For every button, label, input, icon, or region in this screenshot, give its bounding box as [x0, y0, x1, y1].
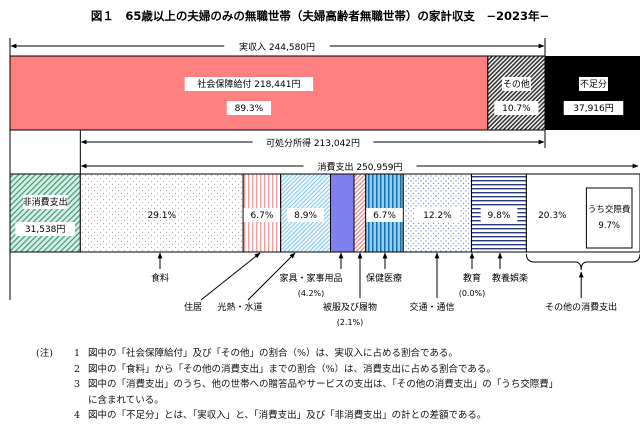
- deficit-label-bg: [579, 77, 608, 91]
- segment-percent-0: 29.1%: [147, 211, 176, 221]
- note-number: 4: [74, 410, 81, 421]
- note-prefix: [36, 408, 74, 424]
- note-item: に含まれている。: [36, 393, 558, 409]
- income-other-percent: 10.7%: [502, 104, 531, 114]
- deficit-amount: 37,916円: [573, 103, 614, 114]
- non-consumption-amount-bg: [15, 222, 75, 236]
- segment-percent-3: (4.2%): [298, 289, 325, 298]
- segment-percent-6: 12.2%: [423, 211, 452, 221]
- note-text: 図中の「消費支出」のうち、他の世帯への贈答品やサービスの支出は、「その他の消費支…: [88, 379, 559, 390]
- segment-name-2: 光熱・水道: [217, 301, 262, 313]
- pointer-arrow-2: [247, 252, 296, 301]
- note-text: 図中の「社会保障給付」及び「その他」の割合（%）は、実収入に占める割合である。: [88, 348, 458, 359]
- segment-percent-8-bg: [480, 208, 518, 222]
- chart-title: 図１ 65歳以上の夫婦のみの無職世帯（夫婦高齢者無職世帯）の家計収支 −2023…: [91, 9, 549, 23]
- segment-percent-5-bg: [366, 208, 403, 222]
- segment-name-6: 交通・通信: [409, 301, 454, 313]
- segment-name-1: 住居: [184, 301, 202, 313]
- consumption-label-bg: [303, 160, 417, 174]
- bar-income-other: [487, 55, 546, 131]
- note-item: 4 図中の「不足分」とは、「実収入」と、「消費支出」及び「非消費支出」の計との差額…: [36, 408, 558, 424]
- segment-percent-9: 20.3%: [538, 211, 567, 221]
- non-consumption-label: 非消費支出: [23, 196, 68, 208]
- bar-segment-3: [330, 173, 355, 253]
- segment-percent-7: (0.0%): [459, 289, 486, 298]
- note-text: 図中の「食料」から「その他の消費支出」までの割合（%）は、消費支出に占める割合で…: [88, 363, 496, 375]
- disposable-income-label: 可処分所得 213,042円: [266, 137, 360, 149]
- deficit-amount-bg: [563, 101, 624, 115]
- social-security-label: 社会保障給付 218,441円: [197, 78, 300, 90]
- consumption-label: 消費支出 250,959円: [317, 161, 402, 173]
- note-number: 3: [74, 379, 81, 390]
- notes: (注) 1 図中の「社会保障給付」及び「その他」の割合（%）は、実収入に占める割合で…: [36, 346, 558, 424]
- note-number: [74, 393, 88, 409]
- sub-item-label: うち交際費: [588, 204, 631, 215]
- note-prefix: (注): [36, 348, 53, 359]
- bar-deficit: [545, 56, 640, 130]
- income-total-label: 実収入 244,580円: [239, 41, 315, 53]
- pointer-arrow-1: [200, 252, 261, 301]
- segment-percent-1-bg: [243, 208, 281, 222]
- non-consumption-label-bg: [23, 195, 68, 209]
- segment-percent-4: (2.1%): [337, 318, 364, 327]
- social-security-percent-bg: [226, 101, 272, 115]
- segment-percent-2-bg: [287, 208, 324, 222]
- income-other-percent-bg: [494, 101, 539, 115]
- segment-name-9: その他の消費支出: [545, 301, 617, 313]
- note-number: 1: [74, 348, 81, 359]
- segment-name-5: 保健医療: [366, 272, 402, 284]
- segment-name-0: 食料: [151, 272, 169, 284]
- bar-segment-4: [353, 173, 367, 253]
- note-prefix: [36, 362, 74, 378]
- segment-name-8: 教養娯楽: [492, 272, 528, 284]
- bar-segment-0: [79, 173, 244, 253]
- social-security-label-bg: [184, 77, 314, 91]
- note-text: に含まれている。: [88, 394, 164, 406]
- note-number: 2: [74, 363, 81, 375]
- bar-non-consumption: [9, 173, 81, 253]
- household-budget-chart: 図１ 65歳以上の夫婦のみの無職世帯（夫婦高齢者無職世帯）の家計収支 −2023…: [9, 9, 640, 327]
- non-consumption-amount: 31,538円: [25, 224, 66, 235]
- income-other-label: その他: [503, 78, 530, 90]
- income-total-label-bg: [224, 40, 330, 54]
- segment-name-7: 教育: [463, 272, 481, 284]
- segment-percent-5: 6.7%: [373, 211, 396, 221]
- deficit-label: 不足分: [580, 79, 607, 90]
- note-item: 3 図中の「消費支出」のうち、他の世帯への贈答品やサービスの支出は、「その他の消費…: [36, 377, 558, 393]
- sub-item-percent: 9.7%: [598, 221, 620, 231]
- income-other-label-bg: [501, 77, 531, 91]
- segment-percent-1: 6.7%: [251, 211, 274, 221]
- note-item: (注) 1 図中の「社会保障給付」及び「その他」の割合（%）は、実収入に占める割合で…: [36, 346, 558, 362]
- sub-item-box: [585, 187, 633, 249]
- note-prefix: [36, 377, 74, 393]
- segment-name-3: 家具・家事用品: [279, 272, 342, 284]
- note-text: 図中の「不足分」とは、「実収入」と、「消費支出」及び「非消費支出」の計との差額で…: [88, 410, 487, 421]
- note-item: 2 図中の「食料」から「その他の消費支出」までの割合（%）は、消費支出に占める割合…: [36, 362, 558, 378]
- note-prefix: [36, 393, 74, 409]
- segment-percent-6-bg: [415, 208, 460, 222]
- segment-percent-2: 8.9%: [294, 211, 317, 221]
- brace: [525, 253, 640, 271]
- disposable-income-label-bg: [252, 136, 374, 150]
- segment-percent-8: 9.8%: [488, 211, 511, 221]
- segment-name-4: 被服及び履物: [323, 301, 377, 313]
- bar-social-security: [9, 55, 489, 131]
- social-security-percent: 89.3%: [235, 104, 264, 114]
